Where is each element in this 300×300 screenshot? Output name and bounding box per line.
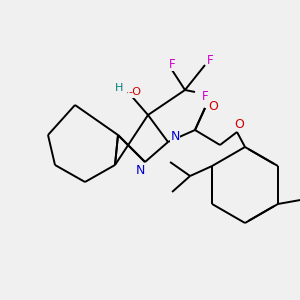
Text: -O: -O [128,87,142,97]
Text: F: F [169,58,175,70]
Text: O: O [208,100,218,112]
Text: H: H [115,83,123,93]
Text: F: F [202,89,208,103]
Text: F: F [207,55,213,68]
Text: N: N [135,164,145,176]
Text: O: O [234,118,244,130]
Text: N: N [170,130,180,143]
